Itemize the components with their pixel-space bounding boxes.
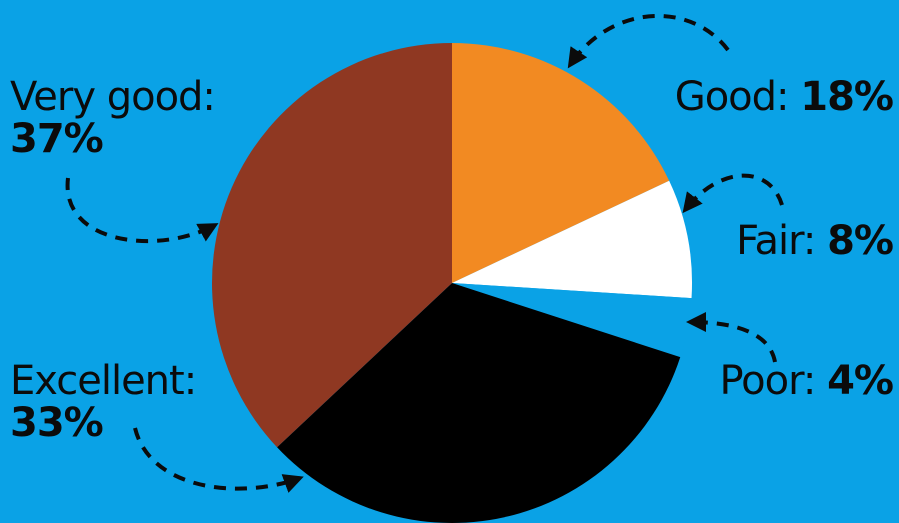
arrow-excellent [133, 427, 304, 493]
label-poor-separator: : [802, 358, 817, 404]
label-poor: Poor: 4% [719, 358, 894, 404]
pie-slice-fair [452, 180, 693, 299]
label-excellent-percent: 33% [10, 400, 104, 446]
pie-slice-very-good [212, 43, 452, 448]
pie-slice-good [452, 43, 670, 283]
label-excellent: Excellent: 33% [10, 358, 197, 446]
arrow-good [567, 13, 730, 69]
pie-slices [212, 43, 693, 523]
label-good: Good: 18% [674, 74, 894, 120]
arrow-very-good [65, 177, 219, 243]
label-very-good-name: Very good: [10, 74, 216, 120]
label-good-percent: 18% [800, 74, 894, 120]
callout-arrows [65, 13, 784, 493]
arrow-poor [686, 312, 777, 363]
label-excellent-name: Excellent: [10, 358, 197, 404]
label-fair: Fair: 8% [736, 218, 894, 264]
label-good-separator: : [776, 74, 790, 120]
label-good-name: Good [674, 74, 777, 120]
label-fair-percent: 8% [827, 218, 894, 264]
arrow-fair [682, 173, 784, 214]
label-very-good-percent: 37% [10, 116, 104, 162]
label-fair-name: Fair [736, 218, 804, 264]
pie-slice-excellent [277, 283, 681, 523]
label-very-good: Very good: 37% [10, 74, 216, 162]
pie-slice-poor [452, 283, 692, 358]
label-fair-separator: : [802, 218, 817, 264]
label-poor-name: Poor [719, 358, 803, 404]
label-poor-percent: 4% [827, 358, 894, 404]
